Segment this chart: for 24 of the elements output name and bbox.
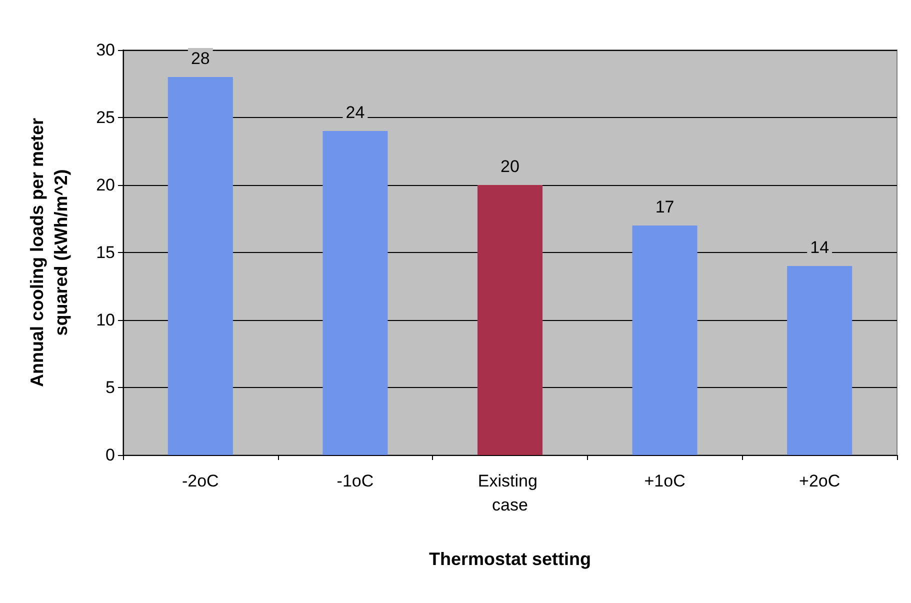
y-tick-label: 20 [96,176,115,194]
y-tick-label: 0 [106,446,115,464]
x-tick-label: +1oC [644,472,686,490]
y-tick-label: 15 [96,243,115,262]
y-axis-title: Annual cooling loads per meter squared (kWh/m^2) [27,118,71,388]
bar [168,77,233,455]
x-tick-label: -2oC [182,472,219,490]
data-label: 24 [346,103,365,122]
data-label: 17 [655,198,674,216]
data-label: 20 [500,157,520,176]
bar [787,266,852,455]
bar [632,226,698,455]
bar [322,131,388,455]
x-tick-label: -1oC [336,472,374,490]
y-tick-label: 10 [96,310,115,330]
y-tick-label: 5 [106,378,115,397]
data-label: 28 [190,49,210,68]
data-label: 14 [810,238,830,257]
bar [477,185,543,455]
x-tick-label: +2oC [799,472,840,490]
y-tick-label: 30 [96,40,115,60]
y-tick-label: 25 [96,108,115,127]
x-axis-title: Thermostat setting [428,549,592,569]
x-tick-label: Existing case [478,472,542,514]
